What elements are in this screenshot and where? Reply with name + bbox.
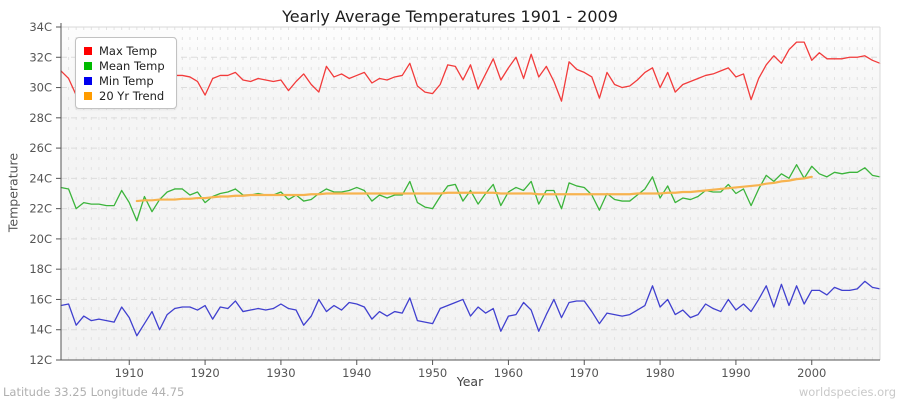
legend-label: Max Temp [99, 43, 158, 58]
x-axis-title: Year [456, 374, 484, 389]
legend-swatch-20-yr-trend [84, 91, 92, 100]
y-tick-label: 12C [29, 353, 52, 367]
x-tick-label: 1970 [570, 366, 599, 380]
y-tick-label: 24C [29, 171, 52, 185]
y-tick-label: 30C [29, 81, 52, 95]
x-tick-label: 2000 [797, 366, 826, 380]
x-tick-label: 1950 [418, 366, 447, 380]
grid-horizontal [61, 56, 880, 331]
x-tick-label: 1960 [494, 366, 523, 380]
y-tick-label: 18C [29, 262, 52, 276]
legend-label: 20 Yr Trend [99, 88, 165, 103]
legend-item-min-temp: Min Temp [84, 73, 165, 88]
legend-label: Min Temp [99, 73, 154, 88]
watermark: worldspecies.org [798, 385, 896, 399]
legend: Max Temp Mean Temp Min Temp 20 Yr Trend [75, 37, 177, 109]
legend-item-20-yr-trend: 20 Yr Trend [84, 88, 165, 103]
legend-item-mean-temp: Mean Temp [84, 58, 165, 73]
legend-swatch-mean-temp [84, 61, 92, 70]
chart-title: Yearly Average Temperatures 1901 - 2009 [282, 7, 618, 26]
series-line-max-temp [60, 41, 881, 108]
y-tick-label: 26C [29, 141, 52, 155]
coordinates-label: Latitude 33.25 Longitude 44.75 [3, 385, 185, 399]
series-line-20-yr-trend [135, 175, 813, 203]
x-tick-label: 1920 [190, 366, 219, 380]
y-tick-label: 28C [29, 111, 52, 125]
legend-label: Mean Temp [99, 58, 165, 73]
y-tick-label: 34C [29, 20, 52, 34]
x-tick-label: 1910 [115, 366, 144, 380]
y-tick-label: 14C [29, 323, 52, 337]
y-tick-label: 16C [29, 292, 52, 306]
series-line-min-temp [60, 280, 881, 337]
legend-item-max-temp: Max Temp [84, 43, 165, 58]
y-tick-label: 20C [29, 232, 52, 246]
y-tick-label: 22C [29, 202, 52, 216]
y-axis-ticks: 34C 32C 30C 28C 26C 24C 22C 20C 18C 16C 14C 12C [29, 20, 61, 367]
series-line-mean-temp [60, 164, 881, 222]
x-tick-label: 1940 [342, 366, 371, 380]
x-tick-label: 1930 [266, 366, 295, 380]
legend-swatch-min-temp [84, 76, 92, 85]
x-axis-ticks: 1910 1920 1930 1940 1950 1960 1970 1980 1990 2000 [115, 360, 826, 380]
y-tick-label: 32C [29, 50, 52, 64]
x-tick-label: 1990 [721, 366, 750, 380]
y-axis-title: Temperature [5, 152, 21, 233]
legend-swatch-max-temp [84, 46, 92, 55]
x-tick-label: 1980 [645, 366, 674, 380]
